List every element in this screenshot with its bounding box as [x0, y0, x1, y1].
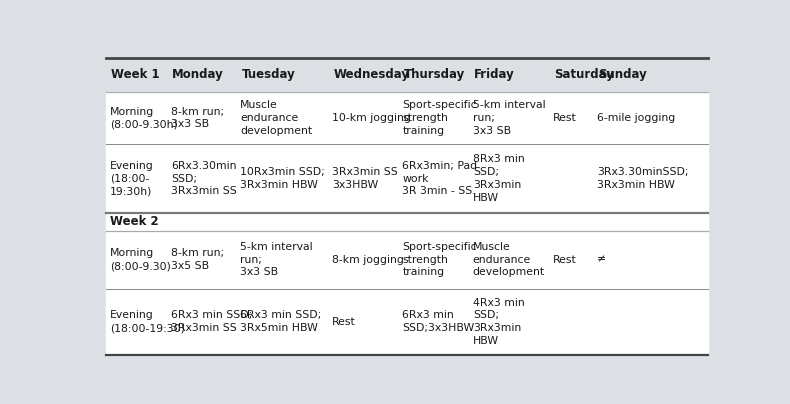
Text: 5-km interval
run;
3x3 SB: 5-km interval run; 3x3 SB	[473, 100, 545, 136]
Text: Evening
(18:00-19:30): Evening (18:00-19:30)	[110, 310, 185, 333]
Text: 10-km jogging: 10-km jogging	[332, 113, 411, 123]
Text: 6Rx3 min
SSD;3x3HBW: 6Rx3 min SSD;3x3HBW	[402, 310, 475, 333]
Text: Wednesday: Wednesday	[333, 68, 409, 81]
Bar	[106, 92, 708, 355]
Text: 3Rx3min SS
3x3HBW: 3Rx3min SS 3x3HBW	[332, 167, 398, 190]
Text: Sport-specific
strength
training: Sport-specific strength training	[402, 100, 477, 136]
Text: Saturday: Saturday	[554, 68, 614, 81]
Text: 8-km jogging: 8-km jogging	[332, 255, 404, 265]
Text: 6Rx3.30min
SSD;
3Rx3min SS: 6Rx3.30min SSD; 3Rx3min SS	[171, 161, 237, 196]
Text: Sunday: Sunday	[598, 68, 647, 81]
Text: Tuesday: Tuesday	[242, 68, 295, 81]
Text: Monday: Monday	[172, 68, 224, 81]
Text: 8Rx3 min
SSD;
3Rx3min
HBW: 8Rx3 min SSD; 3Rx3min HBW	[473, 154, 525, 203]
Text: Friday: Friday	[474, 68, 515, 81]
Text: Week 2: Week 2	[110, 215, 159, 228]
Text: Rest: Rest	[552, 255, 576, 265]
Text: Sport-specific
strength
training: Sport-specific strength training	[402, 242, 477, 278]
Text: 5-km interval
run;
3x3 SB: 5-km interval run; 3x3 SB	[240, 242, 313, 278]
Text: Muscle
endurance
development: Muscle endurance development	[240, 100, 312, 136]
Text: 8-km run;
3x5 SB: 8-km run; 3x5 SB	[171, 248, 224, 271]
Text: 6-mile jogging: 6-mile jogging	[597, 113, 675, 123]
Text: Week 1: Week 1	[111, 68, 160, 81]
Text: Muscle
endurance
development: Muscle endurance development	[473, 242, 545, 278]
Text: Morning
(8:00-9.30): Morning (8:00-9.30)	[110, 248, 171, 271]
Text: 8-km run;
3x3 SB: 8-km run; 3x3 SB	[171, 107, 224, 129]
Text: 4Rx3 min
SSD;
3Rx3min
HBW: 4Rx3 min SSD; 3Rx3min HBW	[473, 298, 525, 346]
Text: 6Rx3min; Pad
work
3R 3min - SS.: 6Rx3min; Pad work 3R 3min - SS.	[402, 161, 477, 196]
Text: Rest: Rest	[552, 113, 576, 123]
Text: 6Rx3 min SSD;
3Rx5min HBW: 6Rx3 min SSD; 3Rx5min HBW	[240, 310, 322, 333]
Text: Morning
(8:00-9.30h): Morning (8:00-9.30h)	[110, 107, 178, 129]
Text: Rest: Rest	[332, 317, 356, 327]
Text: ≠: ≠	[597, 255, 606, 265]
Text: 3Rx3.30minSSD;
3Rx3min HBW: 3Rx3.30minSSD; 3Rx3min HBW	[597, 167, 689, 190]
Text: Thursday: Thursday	[404, 68, 465, 81]
Text: Evening
(18:00-
19:30h): Evening (18:00- 19:30h)	[110, 161, 153, 196]
Text: 10Rx3min SSD;
3Rx3min HBW: 10Rx3min SSD; 3Rx3min HBW	[240, 167, 325, 190]
Text: 6Rx3 min SSD;
3Rx3min SS: 6Rx3 min SSD; 3Rx3min SS	[171, 310, 252, 333]
